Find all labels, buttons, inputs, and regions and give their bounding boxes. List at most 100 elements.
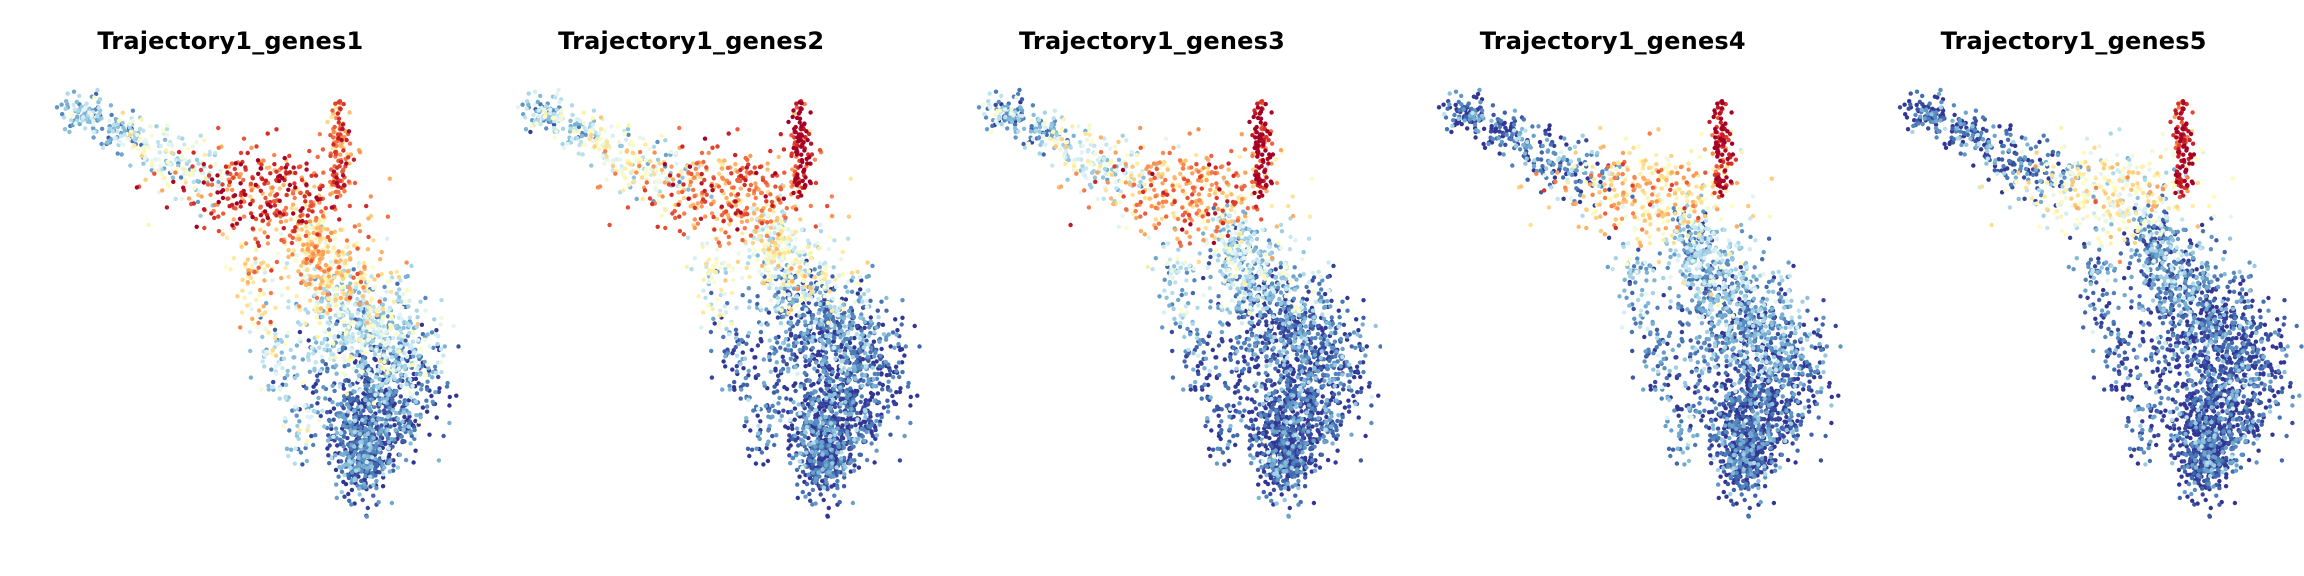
cell-point [863,363,869,368]
cell-point [348,398,353,403]
cell-point [336,249,341,254]
cell-point [325,438,331,443]
cell-point [664,176,669,181]
cell-point [292,195,297,201]
cell-point [201,180,206,185]
cell-point [700,288,706,293]
cell-point [152,171,157,176]
cell-point [340,249,345,255]
cell-point [868,414,873,419]
cell-point [302,194,307,199]
cell-point [290,235,295,241]
cell-point [841,310,847,315]
cell-point [346,362,351,367]
cell-point [576,124,581,130]
cell-point [758,307,764,312]
cell-point [346,475,352,481]
cell-point [365,431,370,437]
scatter-points [54,87,461,519]
cell-point [286,299,291,304]
cell-point [877,339,882,344]
cell-point [820,402,825,407]
cell-point [265,131,270,136]
cell-point [196,189,202,194]
cell-point [614,157,619,162]
cell-point [320,291,326,296]
cell-point [402,414,407,420]
cell-point [406,304,411,309]
cell-point [804,336,809,341]
cell-point [867,398,872,403]
cell-point [388,289,394,295]
cell-point [790,455,795,461]
cell-point [413,376,419,381]
cell-point [302,403,307,409]
cell-point [871,339,876,344]
cell-point [849,406,854,412]
cell-point [403,274,408,280]
cell-point [231,217,236,222]
cell-point [413,418,418,424]
cell-point [767,338,772,343]
cell-point [382,399,387,405]
cell-point [817,352,823,358]
cell-point [868,298,873,303]
cell-point [166,142,172,147]
cell-point [838,335,843,340]
cell-point [220,182,225,187]
cell-point [366,216,371,221]
cell-point [356,455,361,461]
cell-point [709,194,714,199]
cell-point [278,337,283,343]
cell-point [68,118,74,123]
cell-point [389,500,395,506]
cell-point [272,327,278,332]
cell-point [838,402,843,407]
cell-point [605,157,610,163]
cell-point [315,274,321,279]
cell-point [253,182,258,188]
cell-point [351,366,356,371]
cell-point [652,179,657,185]
cell-point [406,424,412,429]
cell-point [290,202,296,207]
cell-point [311,230,316,236]
cell-point [294,294,299,299]
cell-point [773,266,778,272]
cell-point [346,409,351,414]
cell-point [265,263,270,268]
cell-point [387,176,392,181]
cell-point [385,308,391,314]
cell-point [865,288,870,293]
cell-point [253,297,259,303]
cell-point [307,192,312,197]
cell-point [363,371,369,377]
cell-point [247,329,253,335]
cell-point [393,331,399,337]
cell-point [89,112,94,118]
cell-point [99,116,104,121]
cell-point [841,445,846,450]
cell-point [358,388,363,393]
cell-point [380,332,385,338]
cell-point [840,339,846,344]
cell-point [841,316,846,321]
cell-point [359,306,364,311]
cell-point [266,387,271,392]
cell-point [286,187,291,193]
cell-point [232,193,238,198]
cell-point [743,415,749,421]
cell-point [274,127,279,132]
cell-point [403,373,408,378]
cell-point [338,459,344,464]
cell-point [352,360,358,365]
cell-point [821,485,826,490]
cell-point [784,386,789,392]
cell-point [268,171,273,176]
cell-point [831,238,837,243]
cell-point [292,181,297,186]
cell-point [155,139,161,145]
cell-point [828,454,834,459]
cell-point [376,416,381,422]
